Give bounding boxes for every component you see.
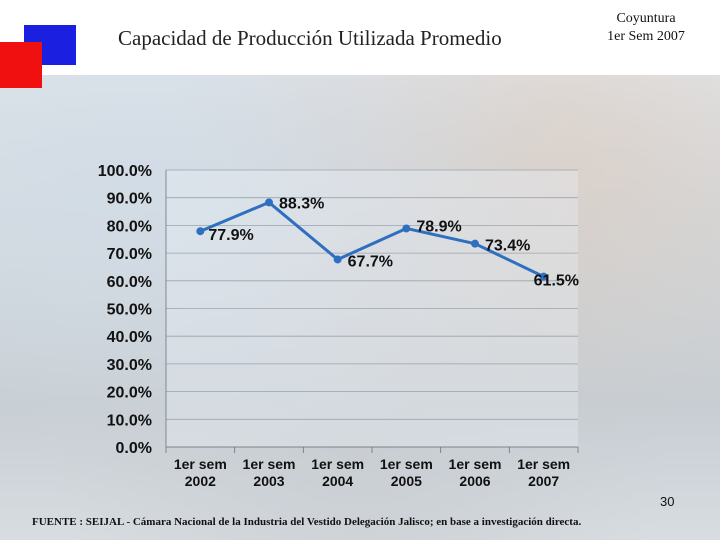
data-point — [402, 224, 411, 233]
red-square-decoration — [0, 42, 42, 88]
x-tick-label: 1er sem 2007 — [517, 456, 570, 489]
y-tick-label: 20.0% — [107, 385, 152, 402]
y-tick-label: 50.0% — [107, 302, 152, 319]
data-label: 73.4% — [485, 238, 530, 255]
y-tick-label: 30.0% — [107, 357, 152, 374]
y-tick-label: 100.0% — [98, 163, 152, 180]
header-band — [0, 0, 720, 75]
x-tick-label: 1er sem 2004 — [311, 456, 364, 489]
period-line-1: Coyuntura — [616, 11, 676, 26]
data-point — [265, 198, 273, 207]
page-number: 30 — [660, 494, 675, 509]
data-label: 61.5% — [534, 273, 579, 290]
x-tick-label: 1er sem 2006 — [449, 456, 502, 489]
data-point — [471, 239, 479, 248]
y-tick-label: 90.0% — [107, 191, 152, 208]
data-label: 77.9% — [208, 227, 253, 244]
series-line — [199, 200, 545, 278]
data-label: 67.7% — [348, 253, 393, 270]
period-line-2: 1er Sem 2007 — [607, 29, 685, 44]
page-title: Capacidad de Producción Utilizada Promed… — [118, 26, 502, 50]
data-point — [333, 255, 342, 264]
y-tick-label: 0.0% — [116, 440, 152, 457]
y-tick-label: 80.0% — [107, 218, 152, 235]
y-tick-label: 40.0% — [107, 329, 152, 346]
x-tick-label: 1er sem 2002 — [174, 456, 227, 489]
x-tick-label: 1er sem 2005 — [380, 456, 433, 489]
x-tick-label: 1er sem 2003 — [243, 456, 296, 489]
source-note: FUENTE : SEIJAL - Cámara Nacional de la … — [32, 516, 582, 528]
y-tick-label: 70.0% — [107, 246, 152, 263]
data-label: 78.9% — [416, 218, 461, 235]
data-point — [539, 272, 548, 281]
period-label: Coyuntura 1er Sem 2007 — [586, 10, 706, 46]
y-tick-label: 10.0% — [107, 412, 152, 429]
y-tick-label: 60.0% — [107, 274, 152, 291]
data-label: 88.3% — [279, 195, 324, 212]
data-point — [196, 227, 205, 236]
